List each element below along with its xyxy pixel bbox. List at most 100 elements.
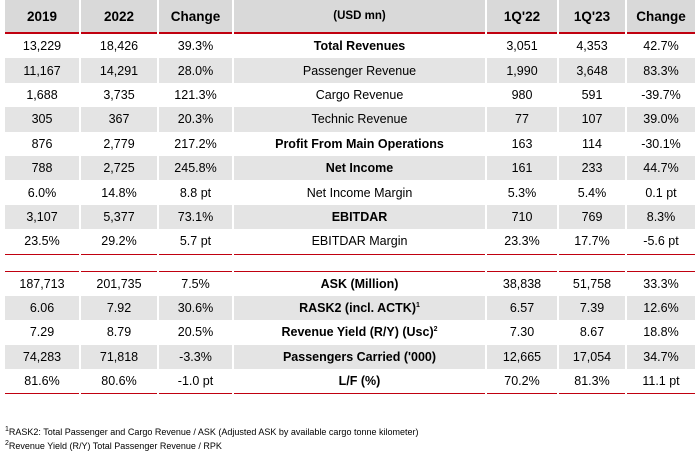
- change-quarterly: 33.3%: [625, 271, 695, 296]
- value-2022: 8.79: [79, 320, 158, 345]
- value-2022: 14,291: [79, 58, 158, 83]
- change-annual: -3.3%: [157, 344, 233, 370]
- change-annual: 5.7 pt: [157, 229, 233, 255]
- value-1q22: 1,990: [485, 58, 558, 83]
- value-2019: 187,713: [5, 271, 80, 296]
- value-1q23: 233: [557, 155, 626, 181]
- metric-label: EBITDAR: [232, 204, 486, 230]
- value-1q23: 8.67: [557, 320, 626, 345]
- table-row: 13,229 18,426 39.3% Total Revenues 3,051 4,35…: [5, 33, 695, 59]
- table-row: 6.0% 14.8% 8.8 pt Net Income Margin 5.3% 5.4%…: [5, 180, 695, 205]
- value-2022: 18,426: [79, 33, 158, 59]
- metric-label: Profit From Main Operations: [232, 131, 486, 156]
- change-quarterly: 0.1 pt: [625, 180, 695, 205]
- change-annual: 121.3%: [157, 82, 233, 108]
- change-quarterly: 83.3%: [625, 58, 695, 83]
- value-1q23: 51,758: [557, 271, 626, 296]
- value-2019: 6.0%: [5, 180, 80, 205]
- value-2022: 3,735: [79, 82, 158, 108]
- table-row: 305 367 20.3% Technic Revenue 77 107 39.0%: [5, 107, 695, 132]
- metric-label: EBITDAR Margin: [232, 229, 486, 255]
- value-1q22: 163: [485, 131, 558, 156]
- value-1q22: 161: [485, 155, 558, 181]
- table-row: 3,107 5,377 73.1% EBITDAR 710 769 8.3%: [5, 204, 695, 230]
- change-annual: 73.1%: [157, 204, 233, 230]
- value-1q22: 70.2%: [485, 369, 558, 395]
- value-2019: 81.6%: [5, 369, 80, 395]
- metric-label: Revenue Yield (R/Y) (Usc)2: [232, 320, 486, 345]
- change-quarterly: -39.7%: [625, 82, 695, 108]
- value-2022: 2,725: [79, 155, 158, 181]
- col-header-1q22: 1Q'22: [485, 0, 558, 33]
- change-quarterly: 39.0%: [625, 107, 695, 132]
- value-2019: 3,107: [5, 204, 80, 230]
- value-2019: 74,283: [5, 344, 80, 370]
- value-1q23: 5.4%: [557, 180, 626, 205]
- value-1q23: 17.7%: [557, 229, 626, 255]
- metric-label: ASK (Million): [232, 271, 486, 296]
- change-annual: 217.2%: [157, 131, 233, 156]
- change-quarterly: 42.7%: [625, 33, 695, 59]
- table-row: 11,167 14,291 28.0% Passenger Revenue 1,990 3…: [5, 58, 695, 83]
- metric-label: Passenger Revenue: [232, 58, 486, 83]
- value-1q22: 5.3%: [485, 180, 558, 205]
- change-annual: -1.0 pt: [157, 369, 233, 395]
- metric-label: Net Income: [232, 155, 486, 181]
- table-header-row: 2019 2022 Change (USD mn) 1Q'22 1Q'23 Ch…: [5, 0, 695, 33]
- metric-label: Passengers Carried ('000): [232, 344, 486, 370]
- value-2019: 876: [5, 131, 80, 156]
- metric-label: Technic Revenue: [232, 107, 486, 132]
- value-2019: 11,167: [5, 58, 80, 83]
- value-2022: 7.92: [79, 295, 158, 321]
- value-1q23: 4,353: [557, 33, 626, 59]
- metric-label: Cargo Revenue: [232, 82, 486, 108]
- table-row: 81.6% 80.6% -1.0 pt L/F (%) 70.2% 81.3% 11.1 p…: [5, 369, 695, 395]
- value-1q23: 81.3%: [557, 369, 626, 395]
- change-annual: 20.5%: [157, 320, 233, 345]
- value-2022: 201,735: [79, 271, 158, 296]
- table-row: 74,283 71,818 -3.3% Passengers Carried ('00…: [5, 344, 695, 370]
- value-1q22: 38,838: [485, 271, 558, 296]
- value-1q23: 769: [557, 204, 626, 230]
- value-2019: 305: [5, 107, 80, 132]
- value-1q23: 114: [557, 131, 626, 156]
- change-quarterly: 12.6%: [625, 295, 695, 321]
- value-1q22: 6.57: [485, 295, 558, 321]
- change-annual: 28.0%: [157, 58, 233, 83]
- change-annual: 39.3%: [157, 33, 233, 59]
- footnotes: 1RASK2: Total Passenger and Cargo Revenu…: [5, 424, 418, 452]
- section-separator: [5, 253, 695, 272]
- metric-label: Net Income Margin: [232, 180, 486, 205]
- table-row: 187,713 201,735 7.5% ASK (Million) 38,838 51,…: [5, 271, 695, 296]
- value-2019: 6.06: [5, 295, 80, 321]
- value-1q22: 7.30: [485, 320, 558, 345]
- table-row: 876 2,779 217.2% Profit From Main Operation…: [5, 131, 695, 156]
- table-row: 23.5% 29.2% 5.7 pt EBITDAR Margin 23.3% 17.7%…: [5, 229, 695, 255]
- value-2022: 2,779: [79, 131, 158, 156]
- change-quarterly: 44.7%: [625, 155, 695, 181]
- value-1q22: 12,665: [485, 344, 558, 370]
- value-2019: 13,229: [5, 33, 80, 59]
- value-2019: 7.29: [5, 320, 80, 345]
- value-2022: 367: [79, 107, 158, 132]
- value-1q22: 710: [485, 204, 558, 230]
- change-quarterly: -30.1%: [625, 131, 695, 156]
- change-annual: 20.3%: [157, 107, 233, 132]
- table-body: 13,229 18,426 39.3% Total Revenues 3,051 4,35…: [5, 33, 695, 395]
- value-1q23: 591: [557, 82, 626, 108]
- value-2022: 80.6%: [79, 369, 158, 395]
- footnote-2: 2Revenue Yield (R/Y) Total Passenger Rev…: [5, 440, 222, 451]
- value-1q22: 77: [485, 107, 558, 132]
- footnote-1: 1RASK2: Total Passenger and Cargo Revenu…: [5, 426, 419, 437]
- value-2022: 29.2%: [79, 229, 158, 255]
- table-row: 1,688 3,735 121.3% Cargo Revenue 980 591 -39.7…: [5, 82, 695, 108]
- value-1q23: 17,054: [557, 344, 626, 370]
- value-2019: 788: [5, 155, 80, 181]
- col-header-change-annual: Change: [157, 0, 233, 33]
- change-annual: 30.6%: [157, 295, 233, 321]
- metric-label: RASK2 (incl. ACTK)1: [232, 295, 486, 321]
- col-header-2019: 2019: [5, 0, 80, 33]
- metric-label: Total Revenues: [232, 33, 486, 59]
- value-1q22: 3,051: [485, 33, 558, 59]
